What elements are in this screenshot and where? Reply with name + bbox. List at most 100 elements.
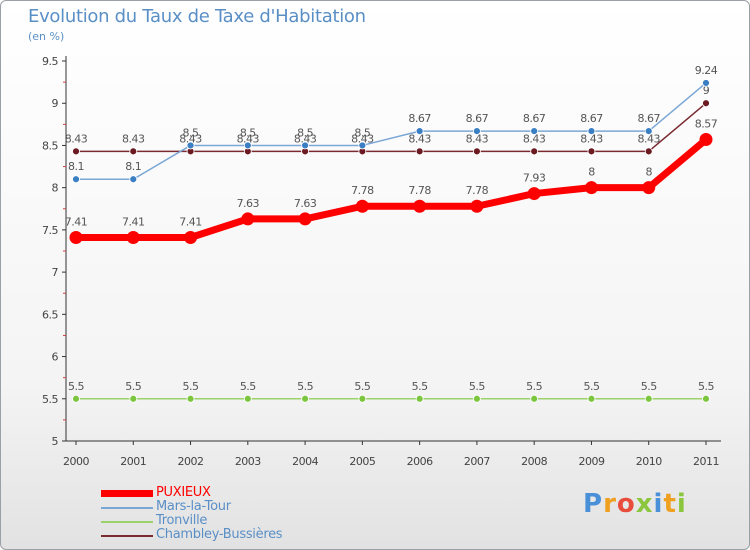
x-tick-label: 2005 — [349, 455, 375, 468]
data-label: 8 — [645, 166, 652, 179]
data-label: 8.43 — [237, 132, 260, 145]
logo-letter: o — [616, 489, 636, 519]
data-label: 5.5 — [698, 380, 714, 393]
data-point — [243, 141, 252, 150]
data-label: 8.67 — [637, 112, 660, 125]
data-label: 8.43 — [408, 132, 431, 145]
data-label: 8.5 — [240, 126, 256, 139]
y-tick-label: 8 — [52, 182, 59, 195]
series-line — [76, 82, 707, 180]
x-tick-label: 2002 — [178, 455, 204, 468]
legend-label: Chambley-Bussières — [156, 527, 283, 542]
data-label: 8.57 — [695, 118, 718, 131]
data-label: 8.67 — [523, 112, 546, 125]
data-point — [301, 141, 309, 150]
data-label: 8.1 — [125, 160, 141, 173]
data-point — [186, 394, 195, 403]
legend-swatch — [101, 490, 153, 497]
data-label: 7.63 — [294, 197, 317, 210]
y-tick-label: 7 — [52, 266, 59, 279]
data-label: 5.5 — [354, 380, 370, 393]
data-point — [186, 141, 195, 150]
y-tick-label: 9 — [52, 97, 59, 110]
data-label: 8.1 — [68, 160, 84, 173]
logo-letter: x — [635, 489, 654, 519]
data-label: 8.67 — [408, 112, 431, 125]
data-point — [530, 127, 539, 135]
data-point — [702, 394, 710, 403]
data-point — [527, 187, 541, 201]
x-tick-label: 2003 — [235, 455, 261, 468]
data-label: 5.5 — [183, 380, 199, 393]
data-point — [530, 147, 539, 156]
data-point — [644, 394, 653, 403]
data-point — [126, 230, 140, 244]
data-label: 8.43 — [351, 132, 374, 145]
x-tick-label: 2001 — [120, 455, 146, 468]
data-point — [415, 127, 424, 135]
x-tick-label: 2000 — [63, 455, 89, 468]
proxiti-logo: Proxiti — [583, 489, 687, 519]
data-point — [642, 181, 656, 195]
data-point — [415, 394, 424, 403]
data-label: 7.41 — [65, 215, 88, 228]
series-tronville: 5.5 5.5 5.5 5.5 5.5 5.5 5.5 5.5 5.5 5.5 5.5 5.5 — [68, 380, 715, 403]
chart-title: Evolution du Taux de Taxe d'Habitation — [28, 6, 366, 27]
data-point — [470, 199, 484, 213]
legend-swatch — [101, 535, 153, 537]
data-point — [129, 394, 138, 403]
y-tick-label: 8.5 — [42, 139, 58, 152]
data-point — [702, 79, 710, 87]
legend-label: PUXIEUX — [156, 485, 211, 500]
data-point — [184, 230, 198, 244]
data-label: 7.78 — [408, 184, 431, 197]
series-puxieux: 7.41 7.41 7.41 7.63 7.63 7.78 7.78 7.78 7.93 8 8 8.… — [65, 118, 718, 244]
logo-letter: P — [583, 489, 604, 519]
data-point — [473, 127, 481, 135]
data-label: 8.43 — [179, 132, 202, 145]
axes: 5 5.5 6 6.5 7 7.5 8 8.5 9 9.5 2000 2001 2002 2003 2004… — [42, 55, 721, 468]
data-point — [358, 394, 367, 403]
x-tick-label: 2008 — [521, 455, 547, 468]
y-tick-label: 9.5 — [42, 55, 58, 68]
x-tick-label: 2004 — [292, 455, 318, 468]
data-point — [473, 394, 481, 403]
data-point — [473, 147, 481, 156]
logo-letter: r — [603, 489, 617, 519]
series-line — [76, 136, 709, 241]
series-group: 8.43 8.43 8.43 8.43 8.43 8.43 8.43 8.43 8.43 8.43… — [65, 64, 718, 403]
data-label: 5.5 — [68, 380, 84, 393]
data-point — [69, 230, 83, 244]
data-label: 5.5 — [583, 380, 599, 393]
data-label: 7.93 — [523, 172, 546, 185]
data-label: 8.43 — [294, 132, 317, 145]
data-label: 7.78 — [466, 184, 489, 197]
data-label: 7.41 — [179, 215, 202, 228]
data-label: 5.5 — [240, 380, 256, 393]
y-tick-label: 6.5 — [42, 308, 58, 321]
data-point — [587, 127, 596, 135]
data-label: 8.43 — [466, 132, 489, 145]
data-point — [72, 175, 80, 184]
logo-letter: t — [663, 489, 677, 519]
data-point — [413, 199, 427, 213]
data-label: 8.43 — [65, 132, 88, 145]
data-label: 5.5 — [641, 380, 657, 393]
legend-label: Tronville — [156, 513, 208, 528]
y-tick-label: 5 — [52, 435, 59, 448]
legend-swatch — [101, 521, 153, 523]
chart-unit-label: (en %) — [28, 30, 65, 43]
logo-letter: i — [676, 489, 687, 519]
data-label: 7.78 — [351, 184, 374, 197]
data-label: 9 — [703, 84, 710, 97]
data-label: 9.24 — [695, 64, 718, 77]
data-point — [241, 212, 255, 226]
logo-letter: i — [653, 489, 664, 519]
data-label: 7.41 — [122, 215, 145, 228]
data-label: 8.5 — [183, 126, 199, 139]
data-label: 5.5 — [297, 380, 313, 393]
data-point — [358, 141, 367, 150]
data-point — [355, 199, 369, 213]
legend-label: Mars-la-Tour — [156, 499, 231, 514]
